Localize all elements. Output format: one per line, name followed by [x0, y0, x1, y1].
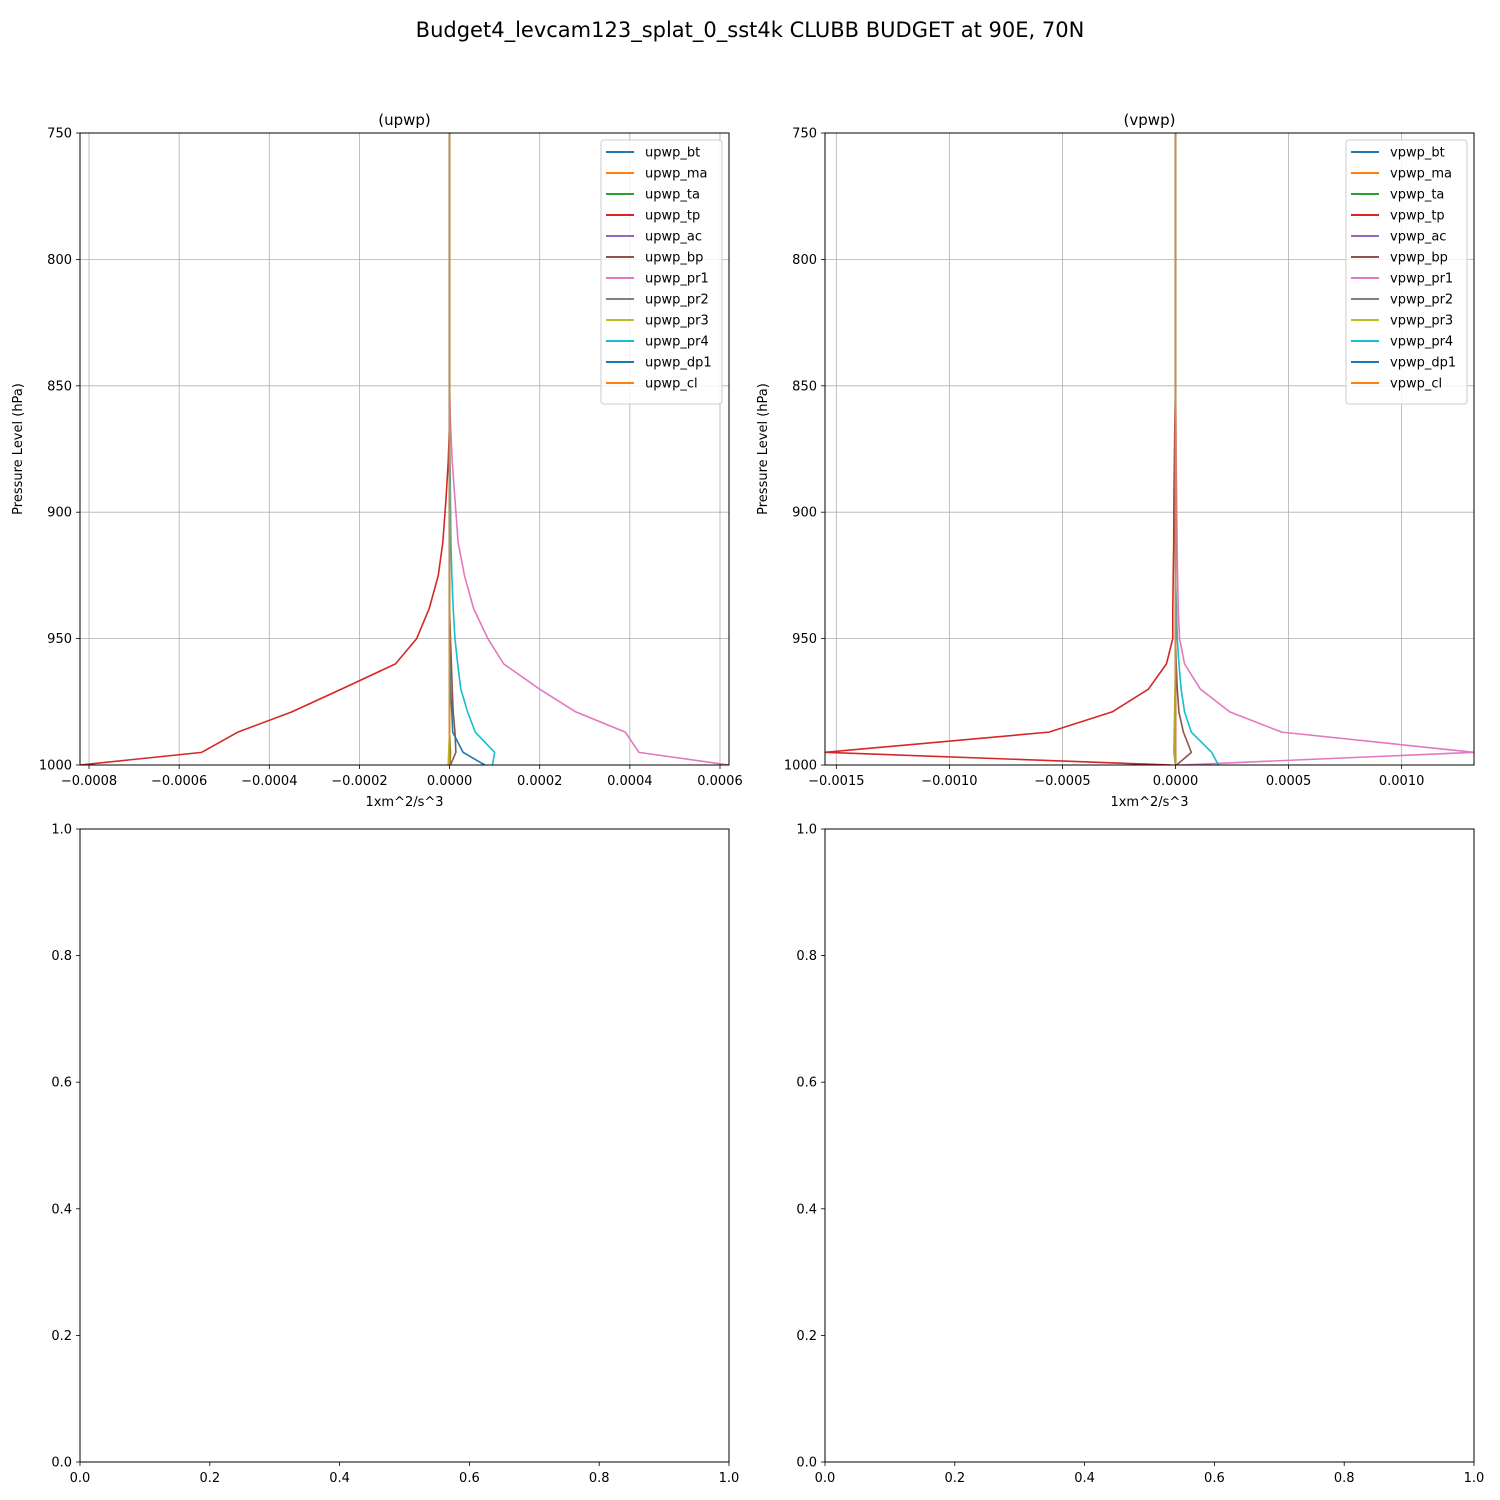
legend-label: upwp_tp: [645, 209, 700, 224]
y-tick-label: 0.0: [796, 1456, 817, 1471]
y-tick-label: 950: [47, 632, 72, 647]
x-tick-label: −0.0010: [921, 774, 977, 789]
legend-label: vpwp_dp1: [1390, 356, 1456, 371]
legend-label: vpwp_tp: [1390, 209, 1445, 224]
y-tick-label: 0.4: [51, 1202, 72, 1217]
x-tick-label: 0.0010: [1379, 774, 1425, 789]
subplot-3: 0.0 0.2 0.4 0.6 0.8 1.0 0.0 0.2 0.4 0.6 0.8 1.0: [51, 823, 739, 1487]
legend-label: upwp_cl: [645, 377, 698, 392]
subplot-1: −0.0008 −0.0006 −0.0004 −0.0002 0.0000 0.0002…: [11, 111, 743, 810]
legend-label: upwp_dp1: [645, 356, 712, 371]
x-tick-label: −0.0006: [151, 774, 207, 789]
subplot-grid: −0.0008 −0.0006 −0.0004 −0.0002 0.0000 0.0002…: [11, 111, 1484, 1486]
x-tick-label: 1.0: [1464, 1471, 1485, 1486]
x-tick-label: 0.0004: [607, 774, 653, 789]
x-tick-label: 0.2: [199, 1471, 220, 1486]
y-tick-label: 0.8: [796, 949, 817, 964]
plot-area: [825, 829, 1474, 1462]
legend-label: vpwp_ac: [1390, 230, 1446, 245]
y-tick-label: 900: [792, 506, 817, 521]
plot-area: [80, 829, 729, 1462]
series-group: [825, 133, 1474, 765]
y-tick-label: 750: [47, 127, 72, 142]
legend-label: vpwp_bt: [1390, 146, 1445, 161]
y-tick-label: 1000: [784, 759, 817, 774]
legend-label: upwp_pr1: [645, 272, 709, 287]
x-tick-label: 0.8: [1334, 1471, 1355, 1486]
legend-label: vpwp_cl: [1390, 377, 1442, 392]
legend-box: [600, 139, 723, 405]
x-tick-label: 0.0000: [1153, 774, 1199, 789]
x-tick-label: −0.0015: [808, 774, 864, 789]
legend-box: [1345, 139, 1468, 405]
x-axis-label: 1xm^2/s^3: [365, 795, 443, 810]
y-tick-label: 1000: [39, 759, 72, 774]
x-tick-label: −0.0005: [1034, 774, 1090, 789]
legend-label: upwp_bp: [645, 251, 703, 266]
legend-label: vpwp_pr2: [1390, 293, 1453, 308]
x-tick-label: 0.4: [329, 1471, 350, 1486]
x-tick-label: 0.0: [815, 1471, 836, 1486]
x-tick-label: 0.0: [70, 1471, 91, 1486]
legend-label: upwp_ma: [645, 167, 708, 182]
axes-frame: [79, 132, 730, 766]
legend-label: vpwp_ma: [1390, 167, 1452, 182]
series-group: [80, 133, 729, 765]
x-tick-label: 0.0000: [427, 774, 473, 789]
y-tick-label: 800: [47, 253, 72, 268]
x-tick-label: 0.4: [1074, 1471, 1095, 1486]
y-axis-label: Pressure Level (hPa): [11, 383, 26, 515]
axes-frame: [824, 132, 1475, 766]
y-tick-label: 0.2: [51, 1329, 72, 1344]
x-tick-label: 0.0005: [1266, 774, 1312, 789]
x-tick-label: −0.0004: [241, 774, 297, 789]
x-tick-label: 0.0002: [517, 774, 563, 789]
y-tick-label: 0.2: [796, 1329, 817, 1344]
x-tick-label: −0.0002: [331, 774, 387, 789]
legend-label: upwp_ac: [645, 230, 702, 245]
x-tick-label: 0.0006: [697, 774, 743, 789]
y-tick-label: 850: [792, 379, 817, 394]
y-tick-label: 900: [47, 506, 72, 521]
axes-frame: [824, 828, 1475, 1463]
y-tick-label: 0.8: [51, 949, 72, 964]
axes-frame: [79, 828, 730, 1463]
legend-label: upwp_pr3: [645, 314, 709, 329]
y-tick-label: 0.4: [796, 1202, 817, 1217]
y-tick-label: 950: [792, 632, 817, 647]
legend-label: vpwp_bp: [1390, 251, 1448, 266]
y-tick-label: 1.0: [51, 823, 72, 838]
x-tick-label: 0.6: [1204, 1471, 1225, 1486]
y-tick-label: 0.0: [51, 1456, 72, 1471]
x-tick-label: 1.0: [719, 1471, 740, 1486]
figure-suptitle: Budget4_levcam123_splat_0_sst4k CLUBB BU…: [416, 18, 1085, 43]
legend-label: upwp_ta: [645, 188, 700, 203]
y-axis-label: Pressure Level (hPa): [756, 383, 771, 515]
legend-label: upwp_pr2: [645, 293, 709, 308]
x-tick-label: 0.8: [589, 1471, 610, 1486]
x-tick-label: 0.6: [459, 1471, 480, 1486]
subplot-title: (vpwp): [1124, 111, 1176, 129]
y-tick-label: 850: [47, 379, 72, 394]
legend-label: vpwp_ta: [1390, 188, 1444, 203]
y-tick-label: 1.0: [796, 823, 817, 838]
legend-label: upwp_pr4: [645, 335, 709, 350]
y-tick-label: 750: [792, 127, 817, 142]
y-tick-label: 0.6: [51, 1076, 72, 1091]
legend-label: vpwp_pr1: [1390, 272, 1453, 287]
subplot-title: (upwp): [378, 111, 431, 129]
x-axis-label: 1xm^2/s^3: [1110, 795, 1188, 810]
y-tick-label: 0.6: [796, 1076, 817, 1091]
legend-label: vpwp_pr4: [1390, 335, 1453, 350]
legend-label: vpwp_pr3: [1390, 314, 1453, 329]
legend-label: upwp_bt: [645, 146, 700, 161]
subplot-4: 0.0 0.2 0.4 0.6 0.8 1.0 0.0 0.2 0.4 0.6 0.8 1.0: [796, 823, 1484, 1487]
x-tick-label: 0.2: [944, 1471, 965, 1486]
x-tick-label: −0.0008: [61, 774, 117, 789]
subplot-2: −0.0015 −0.0010 −0.0005 0.0000 0.0005 0.0010 7…: [756, 111, 1475, 810]
y-tick-label: 800: [792, 253, 817, 268]
